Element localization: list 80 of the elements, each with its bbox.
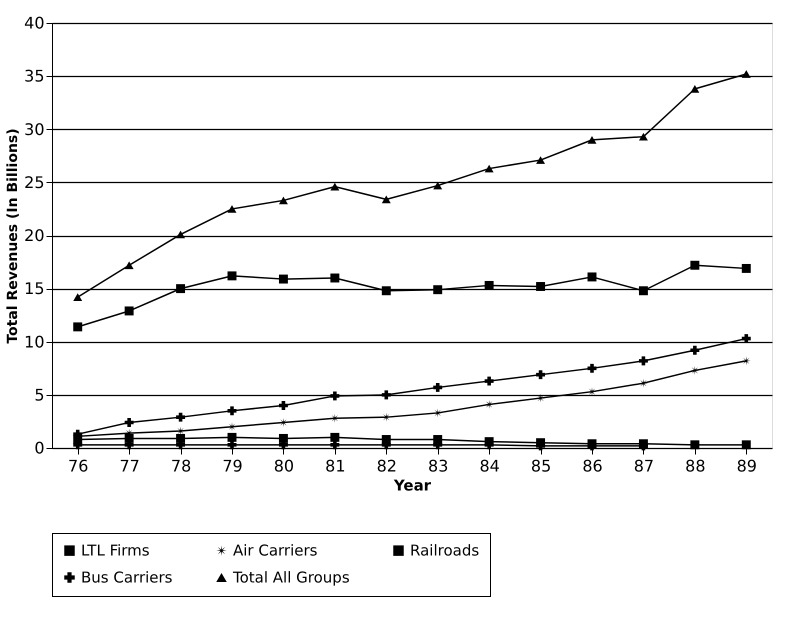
point [690,346,700,355]
point [588,272,596,282]
point [228,205,236,213]
point [124,418,134,427]
point [638,132,648,141]
point [484,376,494,386]
y-tick-label: 10 [24,332,44,352]
legend-label: Total All Groups [232,568,350,586]
point [638,378,648,388]
point [742,264,751,273]
x-tick-label: 79 [222,456,243,476]
y-tick-label: 0 [34,438,44,458]
x-tick-label: 88 [685,456,706,476]
x-tick-label: 83 [428,456,448,476]
x-tick-label: 85 [530,456,552,476]
point [278,401,288,410]
point [124,261,134,270]
legend-label: LTL Firms [81,542,150,560]
point [536,282,546,291]
point [690,260,700,270]
point [176,284,186,294]
x-tick-label: 84 [479,456,500,476]
point [382,390,391,400]
point [228,406,236,416]
y-tick-label: 40 [24,14,44,32]
y-tick-label: 5 [34,385,44,404]
x-tick-label: 81 [325,456,346,476]
point [124,306,134,316]
x-tick-label: 87 [634,456,654,476]
point [484,400,494,409]
point [484,280,494,290]
point [278,196,288,204]
point [638,356,648,366]
point [73,322,82,332]
x-tick-label: 89 [736,456,757,476]
x-axis-title: Year [392,476,432,494]
point [742,356,751,366]
point [588,136,596,144]
point [690,366,700,375]
point [382,286,391,296]
point [176,230,186,238]
point [330,432,340,442]
point [742,440,751,450]
point [330,182,340,190]
point [536,394,546,403]
point [176,412,186,422]
x-tick-label: 76 [68,456,88,476]
point [638,286,648,296]
x-tick-label: 78 [170,456,192,476]
x-tick-label: 77 [119,456,140,476]
point [433,285,442,294]
point [278,274,288,284]
legend-label: Air Carriers [233,542,318,560]
point [433,382,442,392]
point [433,408,442,418]
y-tick-label: 35 [24,66,44,86]
point [690,440,700,450]
point [330,391,340,400]
point [484,164,494,172]
y-tick-label: 15 [24,279,44,298]
x-tick-label: 80 [274,456,294,476]
point [588,364,596,373]
point [330,274,340,282]
point [228,432,236,442]
point [536,370,546,380]
y-tick-label: 25 [24,172,44,192]
x-tick-label: 86 [582,456,603,476]
x-tick-label: 82 [376,456,397,476]
y-tick-label: 20 [24,226,44,245]
y-tick-label: 30 [24,120,44,139]
point [382,196,391,204]
point [228,271,236,280]
point [433,182,442,190]
point [73,293,82,301]
legend-label: Railroads [410,542,480,560]
y-axis-title: Total Revenues (In Billions) [5,128,22,344]
legend-label: Bus Carriers [81,568,173,586]
point [536,156,546,164]
point [690,85,700,93]
point [742,70,751,78]
